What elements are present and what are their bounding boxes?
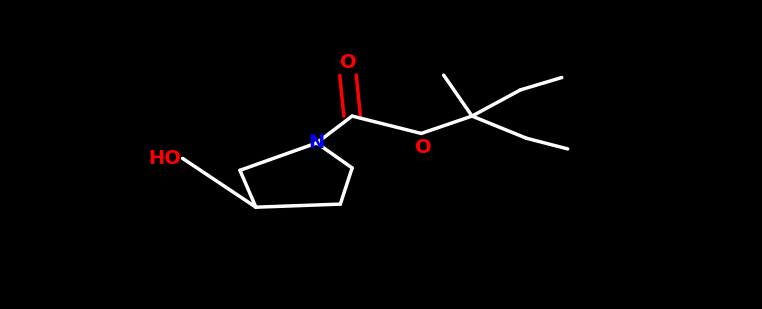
Text: O: O xyxy=(415,138,432,156)
Text: O: O xyxy=(340,53,357,72)
Text: N: N xyxy=(309,133,325,152)
Text: HO: HO xyxy=(149,149,181,168)
